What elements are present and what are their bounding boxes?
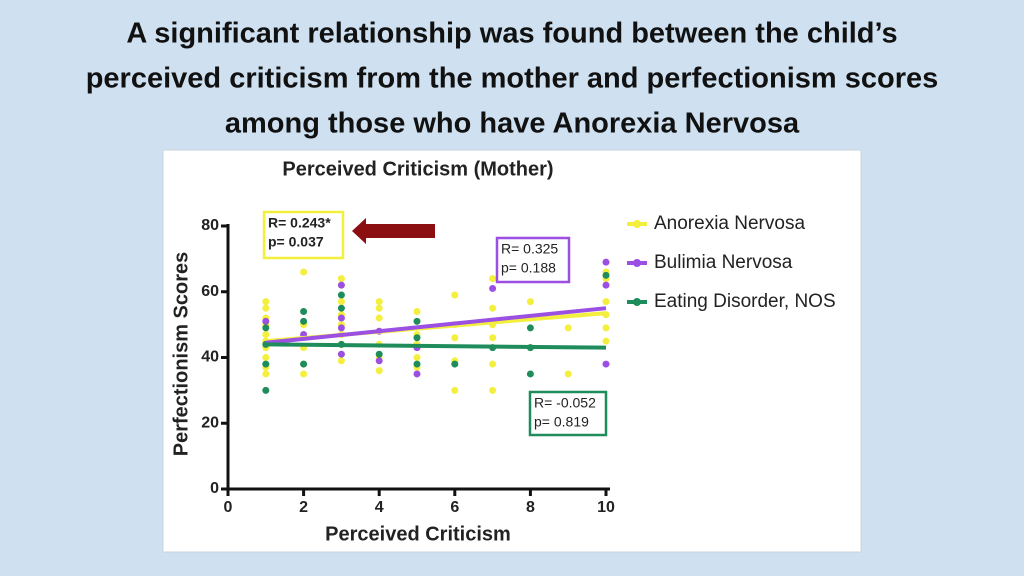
x-tick-label: 6: [450, 499, 459, 516]
annotation-text: R= -0.052: [534, 395, 596, 411]
point: [602, 271, 610, 279]
y-tick-label: 0: [210, 480, 219, 497]
point: [262, 354, 270, 361]
point: [337, 357, 345, 365]
annotation-text: R= 0.325: [501, 241, 558, 257]
point: [262, 304, 270, 312]
legend-dot: [633, 259, 641, 267]
legend-label: Eating Disorder, NOS: [654, 291, 836, 312]
point: [602, 298, 610, 306]
arrow: [352, 218, 435, 244]
annotation-box: [495, 236, 571, 284]
x-axis-label: Perceived Criticism: [325, 523, 511, 545]
point: [337, 324, 345, 332]
point: [526, 324, 534, 332]
chart-title: Perceived Criticism (Mother): [282, 158, 553, 180]
point: [451, 334, 459, 342]
annotation-box: [528, 390, 608, 437]
annotation-text: R= 0.243*: [268, 215, 331, 231]
slide-title: among those who have Anorexia Nervosa: [225, 108, 800, 140]
trend-line: [265, 306, 607, 345]
x-tick-label: 0: [224, 499, 233, 516]
point: [300, 268, 308, 276]
point: [602, 324, 610, 332]
point: [451, 360, 459, 368]
point: [602, 360, 610, 368]
point: [489, 304, 497, 312]
point: [489, 284, 497, 292]
y-axis-label: Perfectionism Scores: [170, 252, 192, 457]
point: [300, 307, 308, 315]
point: [262, 330, 270, 338]
point: [564, 370, 572, 378]
annotation-text: p= 0.037: [268, 234, 324, 250]
point: [337, 281, 345, 289]
y-tick-label: 40: [201, 349, 219, 366]
point: [262, 324, 270, 332]
point: [337, 350, 345, 358]
y-tick-label: 20: [201, 414, 219, 431]
slide-title: A significant relationship was found bet…: [126, 18, 897, 50]
point: [413, 307, 421, 315]
x-tick-label: 10: [597, 499, 615, 516]
point: [413, 334, 421, 342]
legend-dot: [633, 298, 641, 306]
chart-panel: [162, 149, 862, 553]
point: [489, 275, 497, 283]
point: [262, 298, 270, 306]
x-tick-label: 2: [299, 499, 308, 516]
point: [451, 291, 459, 299]
point: [489, 386, 497, 394]
annotation-text: p= 0.819: [534, 414, 589, 430]
x-tick-label: 8: [526, 499, 535, 516]
point: [337, 304, 345, 312]
point: [375, 298, 383, 306]
point: [526, 298, 534, 306]
point: [489, 360, 497, 368]
point: [375, 314, 383, 322]
x-tick-label: 4: [375, 499, 384, 516]
point: [602, 258, 610, 266]
annotation-box: [262, 210, 345, 260]
point: [262, 360, 270, 368]
legend-dot: [633, 220, 641, 228]
point: [337, 275, 345, 283]
annotation-text: p= 0.188: [501, 260, 556, 276]
point: [413, 354, 421, 361]
point: [564, 324, 572, 332]
point: [602, 337, 610, 345]
point: [337, 291, 345, 299]
point: [337, 314, 345, 322]
legend-label: Anorexia Nervosa: [654, 213, 805, 234]
point: [489, 334, 497, 342]
point: [413, 317, 421, 325]
point: [526, 370, 534, 378]
y-tick-label: 60: [201, 283, 219, 300]
point: [300, 360, 308, 368]
trend-line: [265, 342, 607, 350]
point: [262, 317, 270, 325]
point: [262, 386, 270, 394]
point: [602, 281, 610, 289]
point: [375, 367, 383, 375]
slide-title: perceived criticism from the mother and …: [86, 63, 939, 95]
point: [375, 357, 383, 365]
legend-label: Bulimia Nervosa: [654, 252, 793, 273]
point: [413, 370, 421, 378]
y-tick-label: 80: [201, 217, 219, 234]
point: [375, 350, 383, 358]
point: [300, 317, 308, 325]
point: [451, 386, 459, 394]
point: [375, 304, 383, 312]
point: [300, 370, 308, 378]
point: [413, 360, 421, 368]
point: [337, 298, 345, 306]
point: [262, 370, 270, 378]
